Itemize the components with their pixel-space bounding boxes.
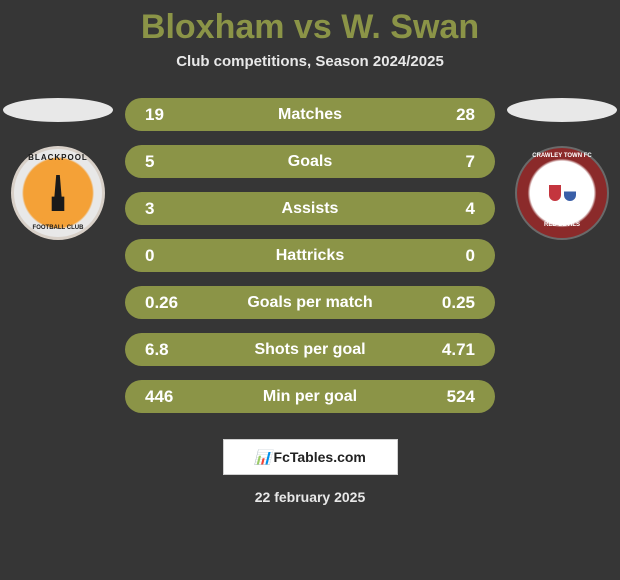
- stat-right-value: 0.25: [435, 293, 475, 313]
- stat-left-value: 5: [145, 152, 185, 172]
- badge-inner: [28, 163, 88, 223]
- badge-text-bottom: RED DEVILS: [544, 222, 580, 228]
- stat-row-goals-per-match: 0.26 Goals per match 0.25: [125, 286, 495, 319]
- stat-label: Goals: [185, 153, 435, 171]
- stat-right-value: 524: [435, 387, 475, 407]
- stat-label: Hattricks: [185, 247, 435, 265]
- badge-text-top: CRAWLEY TOWN FC: [532, 153, 591, 159]
- stat-left-value: 0: [145, 246, 185, 266]
- stat-left-value: 3: [145, 199, 185, 219]
- stat-left-value: 446: [145, 387, 185, 407]
- stat-label: Matches: [185, 106, 435, 124]
- stat-row-assists: 3 Assists 4: [125, 192, 495, 225]
- page-title: Bloxham vs W. Swan: [141, 8, 479, 47]
- badge-text-bottom: FOOTBALL CLUB: [33, 225, 84, 231]
- page-subtitle: Club competitions, Season 2024/2025: [176, 53, 444, 70]
- stat-right-value: 4.71: [435, 340, 475, 360]
- stat-right-value: 28: [435, 105, 475, 125]
- club-badge-blackpool: BLACKPOOL FOOTBALL CLUB: [11, 146, 105, 240]
- badge-text-top: BLACKPOOL: [28, 153, 88, 162]
- stats-table: 19 Matches 28 5 Goals 7 3 Assists 4 0 Ha…: [125, 98, 495, 413]
- stat-left-value: 19: [145, 105, 185, 125]
- club-badge-crawley: CRAWLEY TOWN FC RED DEVILS: [515, 146, 609, 240]
- stat-right-value: 7: [435, 152, 475, 172]
- shield-icon: [549, 185, 561, 201]
- blackpool-tower-icon: [49, 175, 67, 211]
- stat-row-min-per-goal: 446 Min per goal 524: [125, 380, 495, 413]
- stat-row-matches: 19 Matches 28: [125, 98, 495, 131]
- stat-row-goals: 5 Goals 7: [125, 145, 495, 178]
- stat-right-value: 0: [435, 246, 475, 266]
- stat-label: Shots per goal: [185, 341, 435, 359]
- player-silhouette-right: [507, 98, 617, 122]
- chart-icon: 📊: [254, 449, 269, 466]
- stat-row-hattricks: 0 Hattricks 0: [125, 239, 495, 272]
- attribution-badge[interactable]: 📊 FcTables.com: [223, 439, 398, 475]
- shield-icon: [564, 185, 576, 201]
- club-left: BLACKPOOL FOOTBALL CLUB: [3, 98, 113, 240]
- attribution-text: FcTables.com: [274, 449, 366, 465]
- stat-left-value: 0.26: [145, 293, 185, 313]
- date-label: 22 february 2025: [255, 489, 366, 505]
- stat-left-value: 6.8: [145, 340, 185, 360]
- badge-inner: [533, 164, 591, 222]
- club-right: CRAWLEY TOWN FC RED DEVILS: [507, 98, 617, 240]
- stat-label: Assists: [185, 200, 435, 218]
- stat-label: Goals per match: [185, 294, 435, 312]
- comparison-card: Bloxham vs W. Swan Club competitions, Se…: [0, 0, 620, 580]
- player-silhouette-left: [3, 98, 113, 122]
- stat-right-value: 4: [435, 199, 475, 219]
- stat-row-shots-per-goal: 6.8 Shots per goal 4.71: [125, 333, 495, 366]
- content-row: BLACKPOOL FOOTBALL CLUB 19 Matches 28 5 …: [0, 98, 620, 413]
- stat-label: Min per goal: [185, 388, 435, 406]
